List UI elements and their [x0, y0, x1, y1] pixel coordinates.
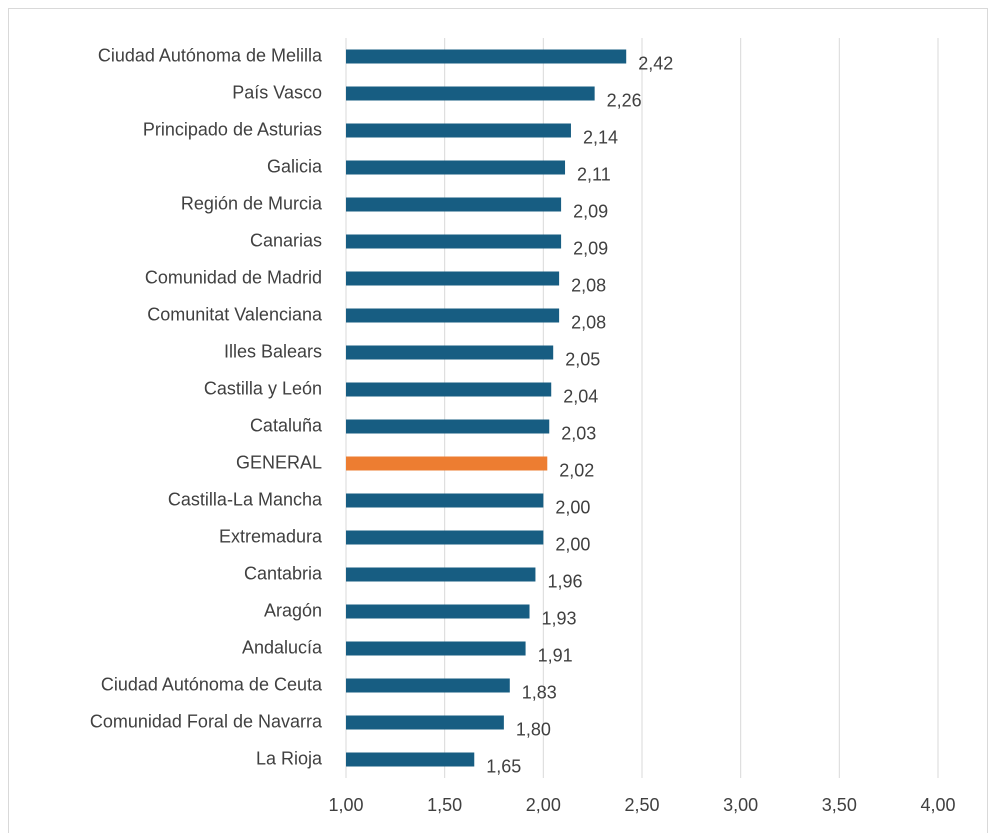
- y-tick-label: Comunidad de Madrid: [145, 267, 322, 287]
- value-label: 2,00: [555, 534, 590, 554]
- y-tick-label: Comunidad Foral de Navarra: [90, 711, 323, 731]
- x-tick-label: 2,50: [624, 795, 659, 815]
- y-tick-label: País Vasco: [232, 82, 322, 102]
- y-tick-label: Comunitat Valenciana: [147, 304, 323, 324]
- y-tick-label: Galicia: [267, 156, 323, 176]
- value-label: 1,83: [522, 682, 557, 702]
- y-tick-label: Andalucía: [242, 637, 323, 657]
- value-label: 2,08: [571, 312, 606, 332]
- y-tick-label: La Rioja: [256, 748, 323, 768]
- bar: [346, 567, 536, 582]
- value-label: 2,09: [573, 238, 608, 258]
- x-tick-label: 4,00: [920, 795, 955, 815]
- value-label: 2,08: [571, 275, 606, 295]
- x-tick-label: 3,00: [723, 795, 758, 815]
- bar: [346, 197, 562, 212]
- value-label: 1,91: [538, 645, 573, 665]
- bar: [346, 530, 544, 545]
- y-tick-label: Región de Murcia: [181, 193, 323, 213]
- bar: [346, 715, 504, 730]
- bar: [346, 419, 550, 434]
- bar: [346, 234, 562, 249]
- bar: [346, 271, 560, 286]
- value-label: 1,65: [486, 756, 521, 776]
- value-label: 1,93: [542, 608, 577, 628]
- value-label: 1,96: [547, 571, 582, 591]
- value-label: 1,80: [516, 719, 551, 739]
- value-label: 2,14: [583, 127, 618, 147]
- bar: [346, 678, 510, 693]
- value-label: 2,03: [561, 423, 596, 443]
- bar: [346, 641, 526, 656]
- value-label: 2,00: [555, 497, 590, 517]
- value-label: 2,02: [559, 460, 594, 480]
- bar: [346, 493, 544, 508]
- x-tick-label: 1,00: [328, 795, 363, 815]
- bar: [346, 86, 595, 101]
- value-label: 2,05: [565, 349, 600, 369]
- x-tick-label: 2,00: [526, 795, 561, 815]
- y-tick-label: Illes Balears: [224, 341, 322, 361]
- y-tick-label: Ciudad Autónoma de Melilla: [98, 45, 323, 65]
- y-tick-label: Castilla-La Mancha: [168, 489, 323, 509]
- y-tick-label: Cantabria: [244, 563, 323, 583]
- y-tick-label: Cataluña: [250, 415, 323, 435]
- y-tick-label: Principado de Asturias: [143, 119, 322, 139]
- value-label: 2,04: [563, 386, 598, 406]
- bar: [346, 49, 627, 64]
- bar: [346, 308, 560, 323]
- x-tick-label: 1,50: [427, 795, 462, 815]
- y-tick-label: Extremadura: [219, 526, 323, 546]
- value-label: 2,26: [607, 90, 642, 110]
- bar: [346, 604, 530, 619]
- bar: [346, 382, 552, 397]
- x-tick-label: 3,50: [822, 795, 857, 815]
- bar: [346, 345, 554, 360]
- bar: [346, 123, 571, 138]
- value-label: 2,42: [638, 53, 673, 73]
- y-tick-label: Ciudad Autónoma de Ceuta: [101, 674, 323, 694]
- y-tick-label: GENERAL: [236, 452, 322, 472]
- value-label: 2,09: [573, 201, 608, 221]
- bar: [346, 456, 548, 471]
- value-label: 2,11: [577, 164, 611, 184]
- y-tick-label: Castilla y León: [204, 378, 322, 398]
- bar: [346, 752, 475, 767]
- bar: [346, 160, 566, 175]
- y-tick-label: Aragón: [264, 600, 322, 620]
- y-tick-label: Canarias: [250, 230, 322, 250]
